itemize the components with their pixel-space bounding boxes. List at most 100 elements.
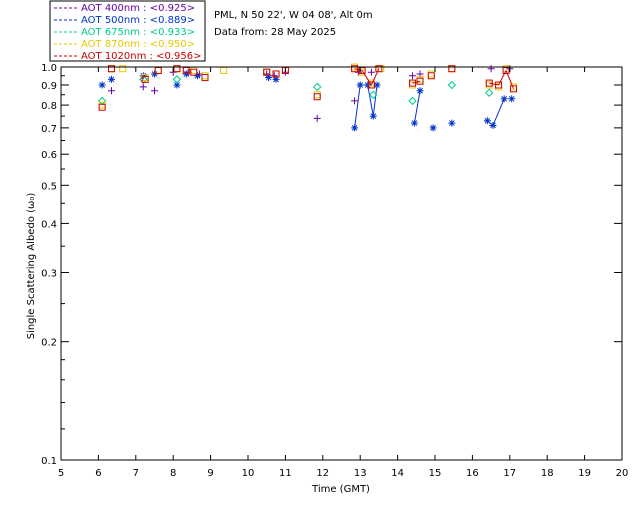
- series-connector: [412, 80, 421, 84]
- data-point-star: [508, 95, 516, 103]
- x-tick-label: 15: [429, 468, 442, 479]
- data-point-square: [98, 103, 106, 111]
- y-axis-label: Single Scattering Albedo (ω₀): [26, 193, 37, 340]
- legend-entry: AOT 1020nm : <0.956>: [81, 51, 201, 62]
- legend-entry: AOT 870nm : <0.950>: [81, 39, 195, 50]
- data-point-square: [427, 72, 435, 80]
- data-point-star: [265, 74, 273, 82]
- x-tick-label: 19: [578, 468, 591, 479]
- y-tick-label: 0.8: [41, 101, 57, 112]
- x-tick-label: 9: [207, 468, 213, 479]
- data-point-square: [351, 65, 359, 73]
- data-point-star: [489, 121, 497, 129]
- series-2: [97, 75, 494, 106]
- y-tick-label: 0.9: [41, 81, 57, 92]
- x-tick-label: 20: [616, 468, 629, 479]
- data-point-square: [367, 81, 375, 89]
- x-tick-label: 14: [391, 468, 404, 479]
- data-point-square: [272, 70, 280, 78]
- data-point-star: [429, 124, 437, 132]
- data-point-star: [500, 95, 508, 103]
- y-tick-label: 1.0: [41, 63, 57, 74]
- data-point-square: [416, 77, 424, 85]
- data-point-diamond: [172, 75, 182, 84]
- x-tick-label: 7: [133, 468, 139, 479]
- series-connector: [489, 82, 499, 86]
- series-connector: [367, 84, 374, 117]
- data-point-star: [356, 81, 364, 89]
- chart-title-line-2: Data from: 28 May 2025: [214, 27, 336, 38]
- data-point-star: [416, 87, 424, 95]
- series-connector: [498, 70, 507, 86]
- series-connector: [372, 84, 378, 117]
- y-tick-label: 0.3: [41, 268, 57, 279]
- data-point-diamond: [447, 80, 457, 90]
- x-tick-label: 10: [242, 468, 255, 479]
- data-point-plus: [313, 114, 321, 122]
- x-tick-label: 6: [95, 468, 101, 479]
- data-point-star: [107, 75, 115, 83]
- data-point-star: [410, 119, 418, 127]
- data-point-square: [485, 79, 493, 87]
- data-point-star: [351, 124, 359, 132]
- data-point-square: [119, 65, 127, 73]
- series-connector: [354, 68, 363, 71]
- data-point-star: [182, 70, 190, 78]
- data-point-star: [369, 112, 377, 120]
- x-tick-label: 13: [354, 468, 367, 479]
- series-connector: [361, 70, 372, 86]
- y-tick-label: 0.7: [41, 124, 57, 135]
- data-point-diamond: [408, 96, 417, 106]
- data-point-square: [448, 65, 456, 73]
- data-point-square: [107, 65, 115, 73]
- legend-box: [49, 0, 206, 62]
- y-tick-label: 0.5: [41, 181, 57, 192]
- x-tick-label: 18: [541, 468, 554, 479]
- axes: 5 6 7 8 9 10 11 12 13 14 15 16 17 18 19 20 0.1 0.2 0.3 0.4 0…: [41, 63, 628, 479]
- data-point-square: [375, 65, 383, 73]
- x-axis-label: Time (GMT): [311, 484, 370, 495]
- legend-entry: AOT 400nm : <0.925>: [81, 3, 195, 14]
- data-point-diamond: [369, 90, 378, 99]
- x-tick-label: 17: [503, 468, 516, 479]
- x-tick-label: 11: [279, 468, 292, 479]
- data-point-star: [272, 75, 280, 83]
- data-point-diamond: [312, 82, 322, 92]
- y-tick-label: 0.4: [41, 219, 57, 230]
- legend-entry: AOT 500nm : <0.889>: [81, 15, 195, 26]
- data-point-square: [409, 79, 417, 87]
- plot-area-frame: [60, 66, 623, 461]
- series-0: [107, 65, 514, 122]
- x-tick-label: 16: [466, 468, 479, 479]
- y-tick-label: 0.1: [41, 456, 57, 467]
- data-point-plus: [487, 65, 495, 73]
- series-connector: [413, 90, 421, 124]
- data-point-plus: [409, 72, 417, 80]
- data-point-plus: [139, 83, 147, 91]
- data-point-plus: [151, 87, 158, 95]
- data-point-plus: [351, 97, 359, 105]
- x-tick-label: 12: [316, 468, 329, 479]
- series-layer: [97, 63, 518, 132]
- data-point-square: [173, 65, 181, 73]
- data-point-square: [141, 75, 149, 83]
- data-point-square: [263, 68, 271, 76]
- x-tick-label: 8: [170, 468, 176, 479]
- data-point-star: [173, 81, 181, 89]
- y-tick-label: 0.2: [41, 338, 57, 349]
- data-point-plus: [367, 68, 375, 76]
- data-point-square: [190, 68, 198, 76]
- data-point-plus: [107, 87, 115, 95]
- data-point-square: [510, 85, 518, 93]
- data-point-square: [201, 74, 209, 82]
- legend: AOT 400nm : <0.925>AOT 500nm : <0.889>AO…: [49, 0, 206, 62]
- series-connector: [492, 98, 505, 126]
- data-point-square: [495, 81, 503, 89]
- data-point-diamond: [485, 88, 494, 97]
- data-point-star: [373, 81, 381, 89]
- data-point-star: [448, 119, 456, 127]
- legend-entry: AOT 675nm : <0.933>: [81, 27, 195, 38]
- chart-title-line-1: PML, N 50 22', W 04 08', Alt 0m: [214, 10, 373, 21]
